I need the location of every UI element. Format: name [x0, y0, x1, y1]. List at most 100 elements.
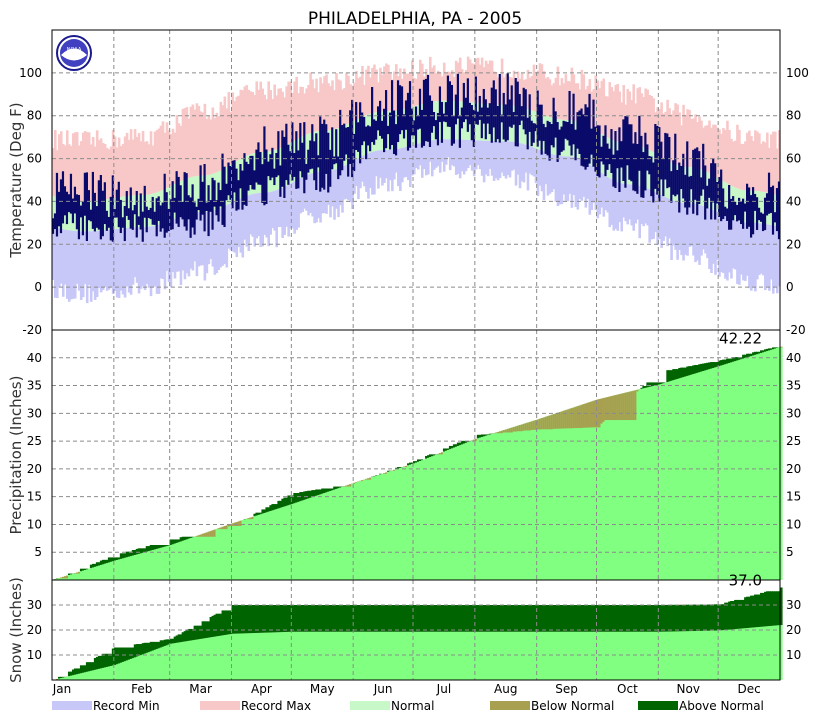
record-max-bar [676, 104, 679, 165]
snow-above-normal [460, 605, 464, 632]
record-min-bar [367, 153, 370, 199]
precipitation-below-normal [229, 524, 233, 527]
month-label: Jun [373, 682, 393, 696]
precipitation-normal-area [389, 471, 392, 580]
snow-normal-area [381, 631, 384, 680]
record-max-bar [335, 73, 338, 129]
precipitation-above-normal [157, 545, 161, 549]
snow-normal-area [428, 631, 432, 680]
snow-above-normal [666, 604, 669, 632]
snow-above-normal [768, 591, 771, 627]
precipitation-tick-right: 40 [786, 351, 801, 365]
snow-normal-area [131, 658, 135, 680]
precipitation-tick-left: 10 [27, 517, 42, 531]
precipitation-normal-area [496, 431, 500, 580]
snow-above-normal [91, 662, 95, 671]
snow-above-normal [197, 625, 201, 640]
precipitation-normal-area [187, 538, 191, 580]
snow-normal-area [125, 660, 129, 680]
snow-above-normal [283, 605, 286, 633]
precipitation-below-normal [438, 453, 442, 455]
snow-normal-area [470, 631, 474, 680]
precipitation-normal-area [73, 573, 77, 580]
snow-above-normal [165, 639, 169, 646]
record-max-bar [640, 93, 643, 147]
record-max-bar [265, 99, 269, 152]
record-min-bar [608, 178, 612, 228]
snow-above-normal [71, 669, 75, 676]
record-max-bar [193, 109, 197, 177]
precipitation-normal-area [600, 398, 604, 580]
snow-above-normal [482, 605, 486, 632]
record-min-bar [389, 149, 392, 181]
snow-above-normal [582, 605, 586, 632]
record-max-bar [149, 131, 153, 195]
snow-above-normal [438, 605, 442, 632]
snow-above-normal [458, 605, 462, 632]
record-max-bar [215, 112, 219, 173]
snow-normal-area [514, 631, 518, 680]
month-label: May [310, 682, 335, 696]
precipitation-normal-area [608, 396, 612, 580]
snow-normal-area [249, 633, 253, 680]
precipitation-normal-area [654, 385, 657, 580]
snow-normal-area [620, 631, 624, 680]
precipitation-below-normal [568, 408, 572, 429]
precipitation-above-normal [255, 512, 259, 516]
record-max-bar [564, 74, 568, 120]
record-min-bar [111, 229, 115, 294]
precipitation-normal-area [243, 519, 247, 580]
precipitation-normal-area [752, 355, 755, 580]
snow-above-normal [289, 605, 292, 632]
record-max-bar [512, 70, 516, 106]
precipitation-above-normal [409, 462, 412, 465]
record-min-bar [281, 187, 284, 238]
precipitation-above-normal [750, 353, 753, 357]
snow-normal-area [444, 631, 448, 680]
precipitation-above-normal [460, 440, 464, 445]
precipitation-above-normal [281, 498, 284, 508]
snow-above-normal [720, 604, 723, 631]
snow-tick-right: 30 [786, 598, 801, 612]
precipitation-below-normal [75, 572, 79, 574]
snow-normal-area [233, 633, 237, 680]
snow-above-normal [377, 605, 380, 632]
snow-above-normal [379, 605, 382, 632]
record-max-bar [151, 145, 155, 194]
record-min-bar [698, 204, 701, 265]
precipitation-normal-area [460, 444, 464, 580]
record-min-bar [83, 231, 87, 284]
record-max-bar [379, 67, 382, 112]
snow-above-normal [163, 639, 167, 647]
snow-normal-area [283, 632, 286, 680]
precipitation-normal-area [409, 464, 412, 580]
snow-above-normal [105, 653, 109, 667]
record-max-bar [199, 111, 203, 176]
precipitation-normal-area [500, 430, 504, 580]
precipitation-normal-area [688, 375, 691, 580]
temperature-tick-left: 20 [27, 237, 42, 251]
record-max-bar [329, 86, 332, 131]
snow-above-normal [347, 605, 350, 632]
record-min-bar [325, 171, 328, 214]
record-min-bar [217, 208, 221, 270]
snow-normal-area [770, 625, 773, 680]
snow-above-normal [620, 605, 624, 632]
record-min-bar [740, 221, 743, 275]
precipitation-normal-area [149, 550, 153, 580]
precipitation-normal-area [560, 411, 564, 580]
snow-above-normal [337, 605, 340, 632]
precipitation-above-normal [776, 347, 779, 348]
precipitation-above-normal [337, 486, 340, 489]
snow-above-normal [592, 605, 596, 632]
snow-above-normal [247, 605, 251, 634]
record-min-bar [145, 226, 149, 284]
record-min-bar [359, 157, 362, 189]
precipitation-bars [53, 346, 783, 580]
snow-normal-area [365, 631, 368, 680]
record-max-bar [163, 132, 167, 190]
precipitation-normal-area [185, 539, 189, 580]
precipitation-above-normal [261, 509, 265, 514]
record-min-bar [674, 201, 677, 250]
record-min-bar [231, 202, 235, 252]
